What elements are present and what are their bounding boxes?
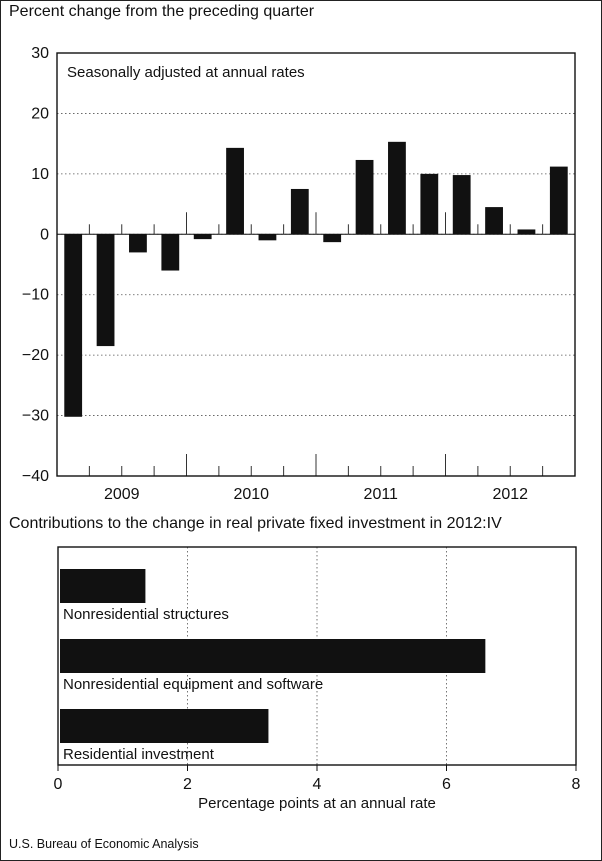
chart2-bar: [60, 569, 146, 603]
chart1-plot-frame: [56, 52, 576, 477]
chart1-y-tick-label: −10: [22, 287, 49, 304]
chart1-y-tick-label: −40: [22, 468, 49, 485]
chart2-bar: [60, 709, 269, 743]
chart2-contributions: Nonresidential structures Nonresidential …: [54, 546, 581, 812]
chart2-x-tick-label: 8: [572, 776, 581, 793]
chart2-plot-frame: [57, 546, 577, 766]
chart1-y-tick-label: 20: [31, 105, 49, 122]
chart1-year-label: 2012: [492, 486, 528, 503]
chart1-bar: [258, 234, 277, 241]
chart1-bar: [161, 234, 180, 271]
chart2-title: Contributions to the change in real priv…: [9, 515, 502, 532]
chart2-x-tick-label: 6: [442, 776, 451, 793]
chart1-bar: [549, 166, 568, 235]
chart1-year-label: 2010: [233, 486, 269, 503]
chart1-bar: [485, 207, 503, 235]
chart1-bar: [129, 234, 147, 253]
chart1-bar: [226, 147, 244, 235]
source-credit: U.S. Bureau of Economic Analysis: [9, 837, 199, 851]
chart1-year-label: 2011: [364, 486, 399, 503]
chart1-y-tick-label: 10: [31, 166, 49, 183]
chart1-title: Percent change from the preceding quarte…: [9, 3, 315, 20]
chart2-x-tick-label: 4: [313, 776, 322, 793]
chart2-bar: [60, 639, 486, 673]
chart2-x-tick-label: 2: [183, 776, 192, 793]
chart1-bar: [96, 234, 115, 347]
chart1-y-tick-label: 30: [31, 45, 49, 62]
chart2-category-label: Nonresidential equipment and software: [63, 676, 323, 693]
chart1-y-tick-label: −20: [22, 347, 49, 364]
chart1-bar: [517, 229, 536, 235]
chart1-bar: [290, 188, 309, 235]
chart1-year-label: 2009: [104, 486, 140, 503]
chart1-subtitle: Seasonally adjusted at annual rates: [67, 64, 305, 81]
chart1-y-tick-label: 0: [40, 226, 49, 243]
chart2-category-label: Nonresidential structures: [63, 606, 229, 623]
chart1-bar: [452, 175, 471, 235]
chart1-bar: [420, 173, 439, 235]
chart1-bar: [388, 141, 406, 235]
chart2-x-tick-label: 0: [54, 776, 63, 793]
chart1-bar: [193, 234, 212, 240]
chart1-y-tick-label: −30: [22, 408, 49, 425]
chart1-bar: [355, 159, 374, 235]
chart1-bar: [323, 234, 342, 243]
chart1-bar: [64, 234, 83, 417]
chart2-x-axis-label: Percentage points at an annual rate: [198, 795, 436, 812]
chart2-category-label: Residential investment: [63, 746, 215, 763]
